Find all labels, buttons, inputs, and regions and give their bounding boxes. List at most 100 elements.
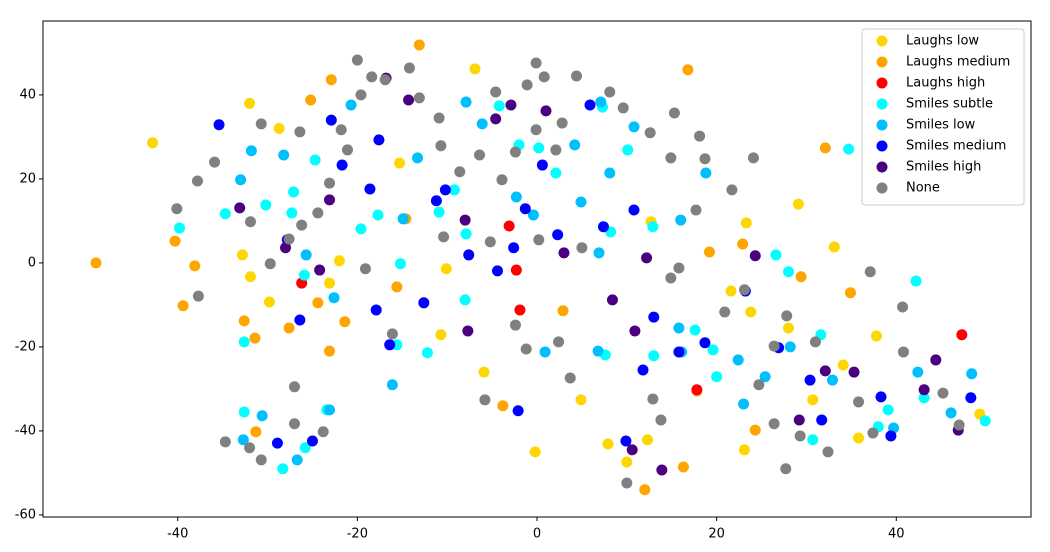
legend-label: Smiles high (906, 160, 981, 175)
y-tick-label: -60 (15, 507, 36, 522)
scatter-point (552, 229, 564, 241)
scatter-point (460, 228, 472, 240)
scatter-point (174, 222, 186, 234)
scatter-point (576, 242, 588, 254)
scatter-point (345, 99, 357, 111)
scatter-point (508, 242, 520, 254)
scatter-point (433, 112, 445, 124)
scatter-point (690, 204, 702, 216)
scatter-point (703, 246, 715, 258)
scatter-point (335, 124, 347, 136)
scatter-point (263, 296, 275, 308)
scatter-point (479, 394, 491, 406)
legend-label: Smiles low (906, 118, 976, 133)
scatter-point (271, 437, 283, 449)
scatter-point (277, 463, 289, 475)
scatter-point (725, 285, 737, 297)
scatter-point (648, 311, 660, 323)
scatter-point (491, 265, 503, 277)
scatter-point (391, 281, 403, 293)
scatter-point (837, 359, 849, 371)
scatter-point (569, 139, 581, 151)
x-tick-label: 20 (708, 527, 725, 542)
scatter-point (930, 354, 942, 366)
scatter-point (309, 154, 321, 166)
scatter-point (533, 142, 545, 154)
scatter-point (412, 152, 424, 164)
scatter-point (784, 341, 796, 353)
scatter-point (575, 196, 587, 208)
scatter-point (235, 174, 247, 186)
scatter-point (236, 249, 248, 261)
scatter-point (454, 166, 466, 178)
scatter-point (966, 368, 978, 380)
scatter-point (249, 332, 261, 344)
scatter-point (827, 374, 839, 386)
scatter-point (533, 234, 545, 246)
legend-label: Smiles medium (906, 139, 1006, 154)
legend-marker (876, 98, 888, 110)
scatter-point (283, 322, 295, 334)
scatter-point (557, 305, 569, 317)
scatter-point (213, 119, 225, 131)
scatter-point (278, 149, 290, 161)
scatter-point (571, 70, 583, 82)
scatter-point (719, 306, 731, 318)
scatter-point (324, 177, 336, 189)
scatter-point (780, 463, 792, 475)
scatter-point (655, 414, 667, 426)
scatter-point (286, 207, 298, 219)
x-tick-label: -40 (167, 527, 188, 542)
scatter-point (749, 424, 761, 436)
scatter-point (314, 264, 326, 276)
scatter-point (584, 99, 596, 111)
scatter-point (234, 202, 246, 214)
scatter-point (497, 400, 509, 412)
scatter-point (530, 124, 542, 136)
scatter-point (604, 167, 616, 179)
scatter-point (299, 442, 311, 454)
scatter-point (219, 436, 231, 448)
legend-marker (876, 140, 888, 152)
scatter-point (505, 99, 517, 111)
scatter-point (529, 446, 541, 458)
scatter-point (435, 140, 447, 152)
scatter-point (496, 174, 508, 186)
legend-label: None (906, 181, 940, 196)
scatter-point (629, 325, 641, 337)
legend-label: Laughs high (906, 76, 985, 91)
scatter-point (675, 214, 687, 226)
scatter-point (519, 203, 531, 215)
scatter-point (244, 442, 256, 454)
scatter-point (637, 364, 649, 376)
scatter-point (521, 79, 533, 91)
scatter-point (628, 204, 640, 216)
legend: Laughs low Laughs medium Laughs high Smiles… (861, 28, 1025, 206)
scatter-point (620, 435, 632, 447)
scatter-point (245, 145, 257, 157)
scatter-point (647, 393, 659, 405)
scatter-point (575, 394, 587, 406)
scatter-point (509, 319, 521, 331)
scatter-point (189, 260, 201, 272)
legend-marker (876, 161, 888, 173)
scatter-point (648, 350, 660, 362)
scatter-point (403, 62, 415, 74)
scatter-point (665, 272, 677, 284)
scatter-point (953, 419, 965, 431)
scatter-point (256, 410, 268, 422)
scatter-point (617, 102, 629, 114)
scatter-point (324, 345, 336, 357)
scatter-point (474, 149, 486, 161)
scatter-point (379, 74, 391, 86)
scatter-point (781, 310, 793, 322)
scatter-point (169, 235, 181, 247)
y-tick-label: 40 (19, 87, 36, 102)
scatter-point (296, 219, 308, 231)
scatter-point (682, 64, 694, 76)
scatter-point (448, 184, 460, 196)
scatter-point (219, 208, 231, 220)
scatter-point (819, 142, 831, 154)
scatter-point (828, 241, 840, 253)
scatter-point (238, 315, 250, 327)
